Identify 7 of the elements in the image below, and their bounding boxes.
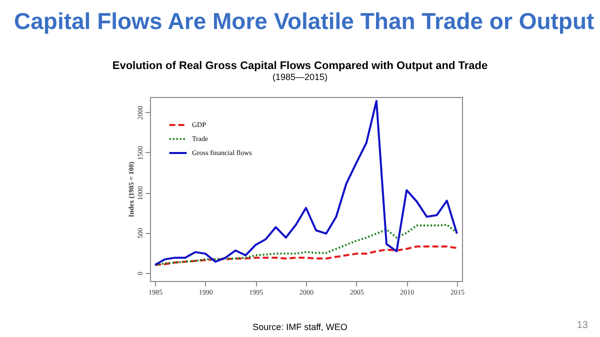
line-series bbox=[154, 245, 458, 266]
line-series bbox=[154, 100, 458, 266]
source-note: Source: IMF staff, WEO bbox=[252, 322, 348, 332]
line-series bbox=[154, 224, 458, 266]
chart-subtitle: Evolution of Real Gross Capital Flows Compared with Output and Trade (1985—2015) bbox=[111, 60, 489, 82]
text: 13 bbox=[576, 320, 588, 331]
chart-title: Capital Flows Are More Volatile Than Trade or Output bbox=[14, 8, 594, 35]
